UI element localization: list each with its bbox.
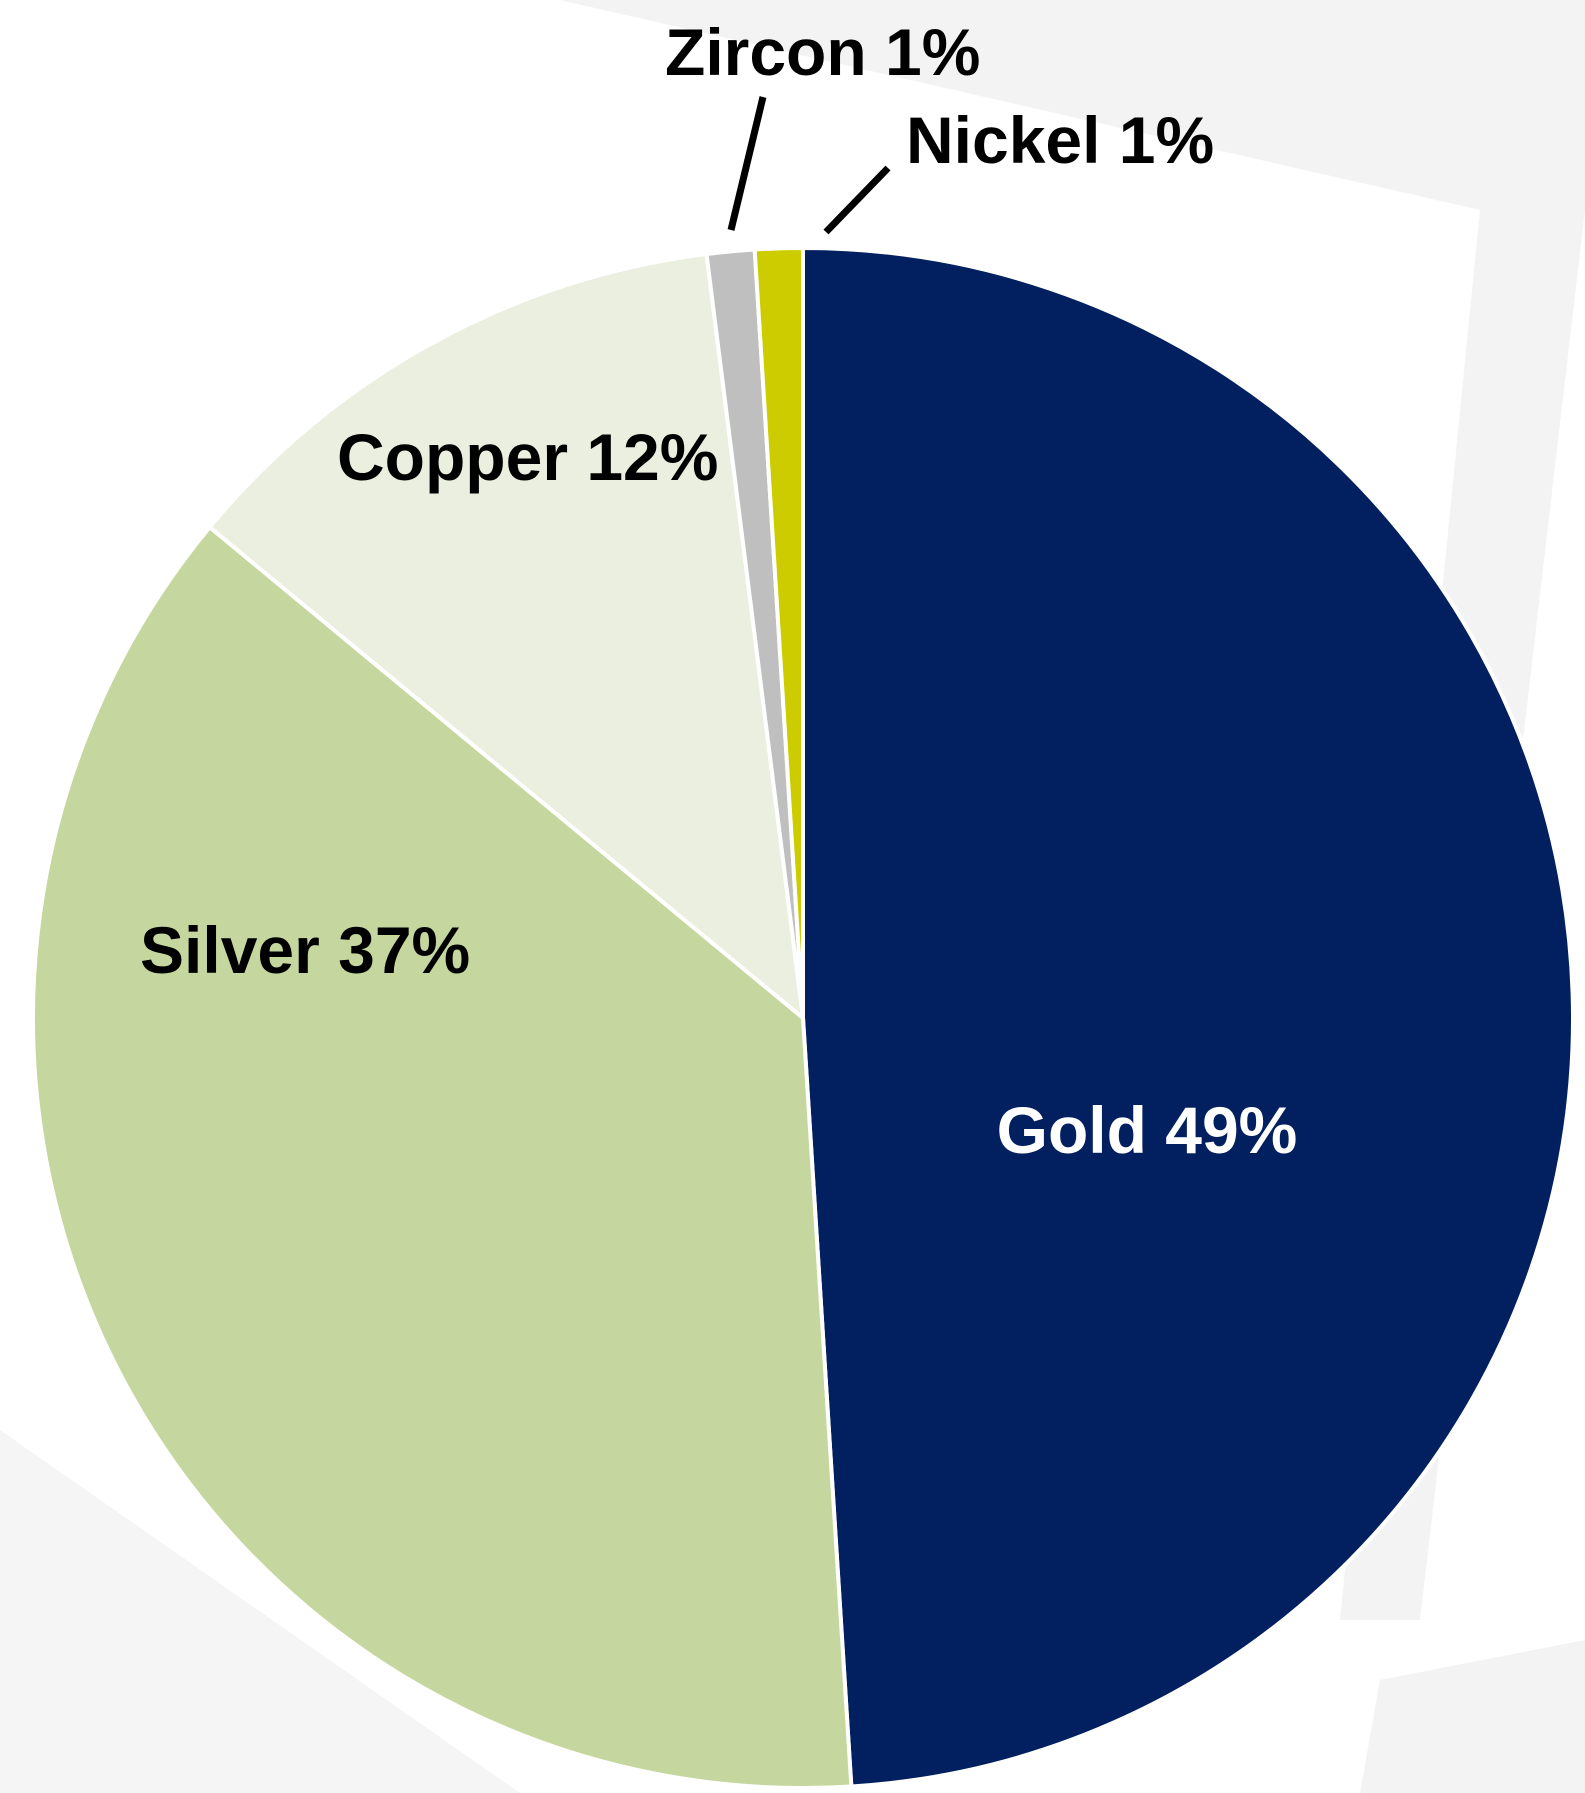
label-nickel: Nickel 1%: [906, 103, 1214, 177]
slice-copper: [207, 252, 805, 1020]
pie-slices: [31, 246, 1575, 1790]
leader-line-nickel: [823, 165, 891, 235]
slice-silver: [31, 525, 854, 1790]
slice-labels: Gold 49% Silver 37% Copper 12% Zircon 1% Nic…: [140, 15, 1297, 1167]
slice-gold: [801, 246, 1575, 1789]
label-gold: Gold 49%: [997, 1093, 1298, 1167]
leader-lines: [727, 96, 891, 235]
label-silver: Silver 37%: [140, 913, 470, 987]
slice-nickel: [752, 246, 805, 1020]
label-zircon: Zircon 1%: [665, 15, 980, 89]
label-copper: Copper 12%: [337, 420, 718, 494]
leader-line-zircon: [727, 96, 767, 231]
